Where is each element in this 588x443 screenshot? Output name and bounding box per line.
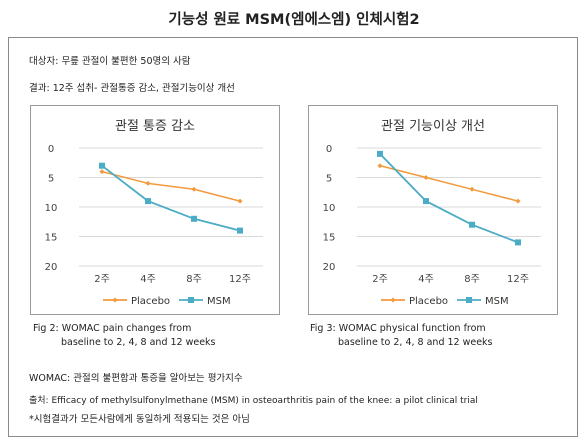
chart0-xtick-0: 2주 bbox=[94, 274, 110, 285]
chart1-legend-msm-swatch-marker bbox=[466, 297, 472, 303]
chart0-series-placebo-point-1 bbox=[145, 180, 151, 186]
chart1-series-msm-point-2 bbox=[469, 221, 475, 228]
chart1-series-placebo-line bbox=[379, 164, 519, 202]
chart0-ytick-0: 0 bbox=[48, 144, 54, 155]
chart0-legend-placebo-label: Placebo bbox=[131, 296, 170, 307]
chart0-xtick-2: 8주 bbox=[186, 274, 202, 285]
pain-chart: 관절 통증 감소 0 5 10 15 20 2주 4주 8주 12주 Placebo MSM bbox=[30, 105, 280, 315]
chart1-ytick-4: 20 bbox=[323, 262, 336, 273]
function-chart: 관절 기능이상 개선 0 5 10 15 20 2주 4주 8주 12주 Placebo MSM bbox=[308, 105, 558, 315]
chart1-series-msm-point-1 bbox=[423, 198, 429, 205]
chart1-xtick-2: 8주 bbox=[464, 274, 480, 285]
chart0-series-msm-point-1 bbox=[145, 198, 151, 205]
caption-fig2-line2: baseline to 2, 4, 8 and 12 weeks bbox=[61, 337, 216, 348]
chart0-xtick-3: 12주 bbox=[229, 274, 251, 285]
chart1-ytick-2: 10 bbox=[323, 203, 336, 214]
chart1-series-placebo-point-2 bbox=[469, 186, 475, 192]
chart0-xtick-1: 4주 bbox=[140, 274, 156, 285]
result-line: 결과: 12주 섭취- 관절통증 감소, 관절기능이상 개선 bbox=[29, 83, 235, 94]
womac-note: WOMAC: 관절의 불편함과 통증을 알아보는 평가지수 bbox=[29, 373, 243, 384]
chart-svg: 관절 통증 감소 0 5 10 15 20 2주 4주 8주 12주 Placebo MSM bbox=[45, 119, 263, 307]
disclaimer: *시험결과가 모든사람에게 동일하게 적용되는 것은 아님 bbox=[29, 414, 250, 425]
chart0-ytick-4: 20 bbox=[45, 262, 58, 273]
chart1-series-msm-point-3 bbox=[515, 239, 521, 246]
chart1-ytick-3: 15 bbox=[323, 233, 336, 244]
chart1-series-placebo-point-0 bbox=[377, 163, 383, 169]
caption-fig3-line1: Fig 3: WOMAC physical function from bbox=[310, 323, 486, 334]
caption-fig3: Fig 3: WOMAC physical function from base… bbox=[310, 322, 493, 350]
chart1-xtick-3: 12주 bbox=[507, 274, 529, 285]
chart0-series-msm-line bbox=[101, 164, 241, 232]
chart1-legend-placebo-swatch-marker bbox=[390, 297, 396, 303]
chart1-series-placebo-point-3 bbox=[515, 198, 521, 204]
chart1-ytick-1: 5 bbox=[326, 174, 332, 185]
source-line: 출처: Efficacy of methylsulfonylmethane (M… bbox=[29, 396, 478, 406]
content-frame bbox=[8, 37, 578, 437]
chart0-series-placebo-point-0 bbox=[99, 169, 105, 175]
chart1-xtick-0: 2주 bbox=[372, 274, 388, 285]
caption-fig2-line1: Fig 2: WOMAC pain changes from bbox=[33, 323, 192, 334]
chart0-series-msm-point-2 bbox=[191, 215, 197, 222]
chart0-series-placebo-point-2 bbox=[191, 186, 197, 192]
chart1-series-msm-line bbox=[379, 153, 519, 244]
chart0-legend-msm-swatch-marker bbox=[188, 297, 194, 303]
chart1-xtick-1: 4주 bbox=[418, 274, 434, 285]
chart0-series-placebo-line bbox=[101, 170, 241, 202]
chart1-series-msm-point-0 bbox=[377, 150, 383, 157]
chart0-ytick-3: 15 bbox=[45, 233, 58, 244]
chart1-series-placebo-point-1 bbox=[423, 175, 429, 180]
chart0-series-msm-point-0 bbox=[99, 162, 105, 169]
chart1-legend-placebo-label: Placebo bbox=[409, 296, 448, 307]
subject-line: 대상자: 무릎 관절이 불편한 50명의 사람 bbox=[29, 56, 191, 67]
caption-fig3-line2: baseline to 2, 4, 8 and 12 weeks bbox=[338, 337, 493, 348]
chart0-legend-placebo-swatch-marker bbox=[112, 297, 118, 303]
chart1-ytick-0: 0 bbox=[326, 144, 332, 155]
chart0-series-msm-point-3 bbox=[237, 227, 243, 234]
chart0-ytick-2: 10 bbox=[45, 203, 58, 214]
chart0-legend-msm-label: MSM bbox=[207, 296, 231, 307]
caption-fig2: Fig 2: WOMAC pain changes from baseline … bbox=[33, 322, 216, 350]
page-title: 기능성 원료 MSM(엠에스엠) 인체시험2 bbox=[168, 12, 420, 28]
chart0-ytick-1: 5 bbox=[48, 174, 54, 185]
chart0-series-placebo-point-3 bbox=[237, 198, 243, 204]
chart0-title: 관절 통증 감소 bbox=[115, 119, 195, 134]
chart-svg: 관절 기능이상 개선 0 5 10 15 20 2주 4주 8주 12주 Placebo MSM bbox=[323, 119, 541, 307]
chart1-title: 관절 기능이상 개선 bbox=[381, 119, 485, 134]
chart1-legend-msm-label: MSM bbox=[485, 296, 509, 307]
